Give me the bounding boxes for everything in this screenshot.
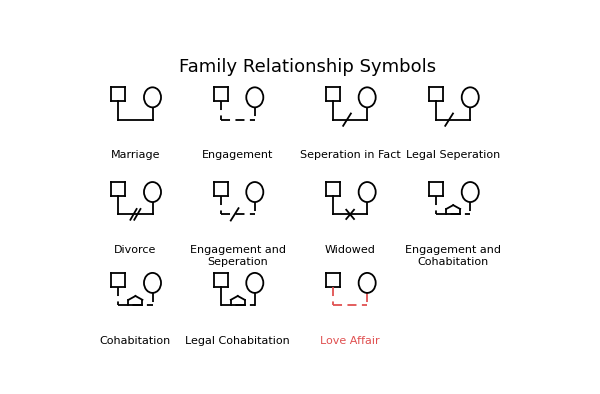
Text: Love Affair: Love Affair <box>320 336 380 346</box>
Ellipse shape <box>144 273 161 293</box>
Text: Engagement and
Cohabitation: Engagement and Cohabitation <box>405 245 501 267</box>
Text: Divorce: Divorce <box>114 245 157 255</box>
Text: Legal Seperation: Legal Seperation <box>406 151 500 160</box>
Text: Legal Cohabitation: Legal Cohabitation <box>185 336 290 346</box>
Ellipse shape <box>462 87 479 107</box>
Text: Engagement and
Seperation: Engagement and Seperation <box>190 245 286 267</box>
Text: Cohabitation: Cohabitation <box>100 336 171 346</box>
Text: Family Relationship Symbols: Family Relationship Symbols <box>179 58 436 76</box>
Ellipse shape <box>246 273 263 293</box>
Ellipse shape <box>359 182 376 202</box>
Ellipse shape <box>359 87 376 107</box>
Text: Engagement: Engagement <box>202 151 274 160</box>
Ellipse shape <box>144 182 161 202</box>
Ellipse shape <box>144 87 161 107</box>
Ellipse shape <box>359 273 376 293</box>
Ellipse shape <box>462 182 479 202</box>
Text: Seperation in Fact: Seperation in Fact <box>300 151 401 160</box>
Ellipse shape <box>246 87 263 107</box>
Ellipse shape <box>246 182 263 202</box>
Text: Widowed: Widowed <box>325 245 376 255</box>
Text: Marriage: Marriage <box>110 151 160 160</box>
